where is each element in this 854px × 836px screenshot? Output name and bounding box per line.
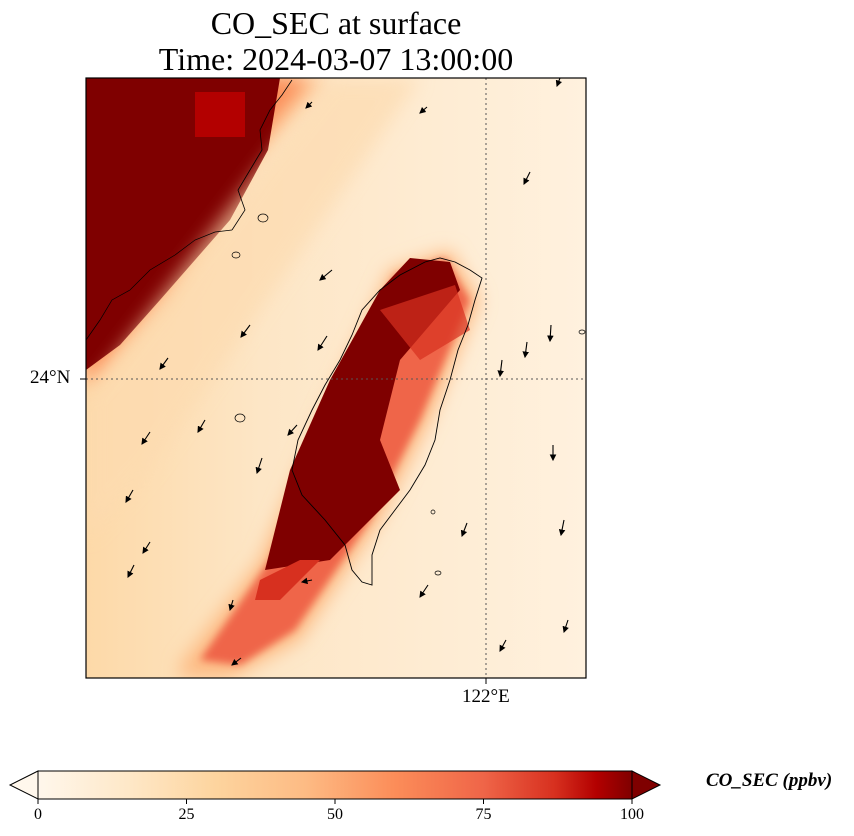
colorbar-label: CO_SEC (ppbv)	[706, 770, 833, 791]
taiwan-coastline	[291, 257, 483, 586]
latitude-label: 24°N	[30, 367, 71, 388]
mainland-coastline	[231, 79, 293, 231]
map-frame	[85, 77, 587, 679]
colorbar-tick: 25	[178, 806, 195, 823]
map-title-line2: Time: 2024-03-07 13:00:00	[158, 41, 514, 77]
colorbar	[8, 770, 662, 804]
colorbar-tick: 75	[475, 806, 492, 823]
colorbar-tick: 0	[34, 806, 42, 823]
concentration-field	[86, 78, 586, 678]
colorbar-tick: 50	[327, 806, 343, 823]
map-title-line1: CO_SEC at surface	[210, 5, 462, 41]
colorbar-tick: 100	[620, 806, 644, 823]
wind-vectors	[125, 78, 569, 666]
longitude-label: 122°E	[462, 686, 510, 707]
